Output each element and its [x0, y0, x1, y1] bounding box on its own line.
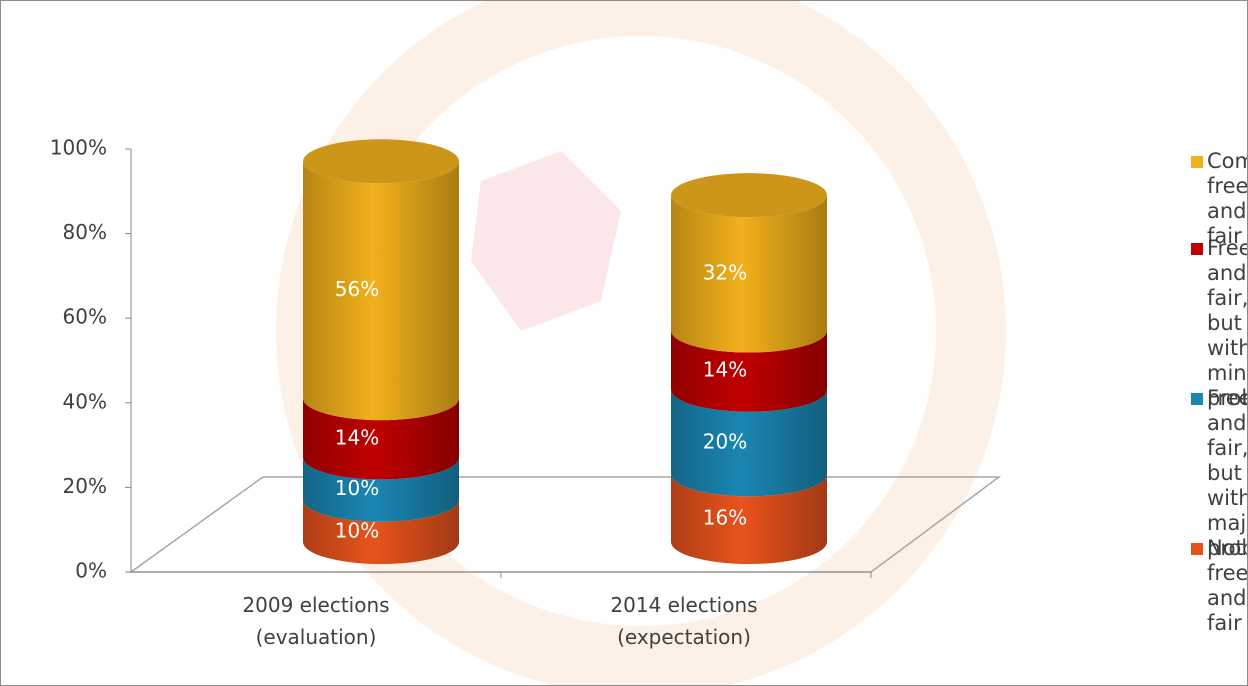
- value-label: 14%: [335, 425, 379, 449]
- bar-segment: [671, 474, 827, 564]
- legend-swatch: [1191, 543, 1203, 555]
- value-label: 20%: [703, 430, 747, 454]
- y-tick-label: 0%: [75, 559, 107, 583]
- bar-segment: [671, 389, 827, 497]
- value-label: 16%: [703, 506, 747, 530]
- legend-item: Completely free and fair: [1191, 149, 1248, 249]
- bar-segment: [671, 330, 827, 412]
- bar-segment: [303, 457, 460, 522]
- y-tick-label: 80%: [63, 220, 107, 244]
- x-tick-label: 2014 elections (expectation): [610, 593, 758, 649]
- bar-segment: [671, 195, 827, 353]
- legend-swatch: [1191, 393, 1203, 405]
- legend-label: Not free and fair: [1207, 536, 1248, 635]
- y-tick-label: 40%: [63, 389, 107, 413]
- bar-segment: [303, 499, 460, 564]
- value-label: 10%: [335, 518, 379, 542]
- y-tick-label: 60%: [63, 305, 107, 329]
- watermark-shape: [471, 151, 621, 331]
- x-tick-label: 2009 elections (evaluation): [242, 593, 390, 649]
- legend-label: Free and fair, but with major problems: [1207, 386, 1248, 560]
- bar-segment: [303, 398, 460, 480]
- legend-item: Free and fair, but with major problems: [1191, 386, 1248, 561]
- legend-swatch: [1191, 156, 1203, 168]
- value-label: 14%: [703, 358, 747, 382]
- x-tick-label-box: 2014 elections (expectation): [610, 593, 758, 649]
- bar-cap: [303, 139, 459, 184]
- legend-item: Not free and fair: [1191, 536, 1248, 636]
- bar-segment: [303, 161, 460, 421]
- legend-item: Free and fair, but with minor problems: [1191, 236, 1248, 411]
- value-label: 56%: [335, 277, 379, 301]
- y-tick-label: 100%: [50, 136, 107, 160]
- x-tick-label-box: 2009 elections (evaluation): [242, 593, 390, 649]
- legend-swatch: [1191, 243, 1203, 255]
- value-label: 32%: [703, 260, 747, 284]
- legend-label: Free and fair, but with minor problems: [1207, 236, 1248, 410]
- legend-label: Completely free and fair: [1207, 149, 1248, 248]
- value-label: 10%: [335, 476, 379, 500]
- bar-cap: [671, 173, 827, 218]
- y-tick-label: 20%: [63, 474, 107, 498]
